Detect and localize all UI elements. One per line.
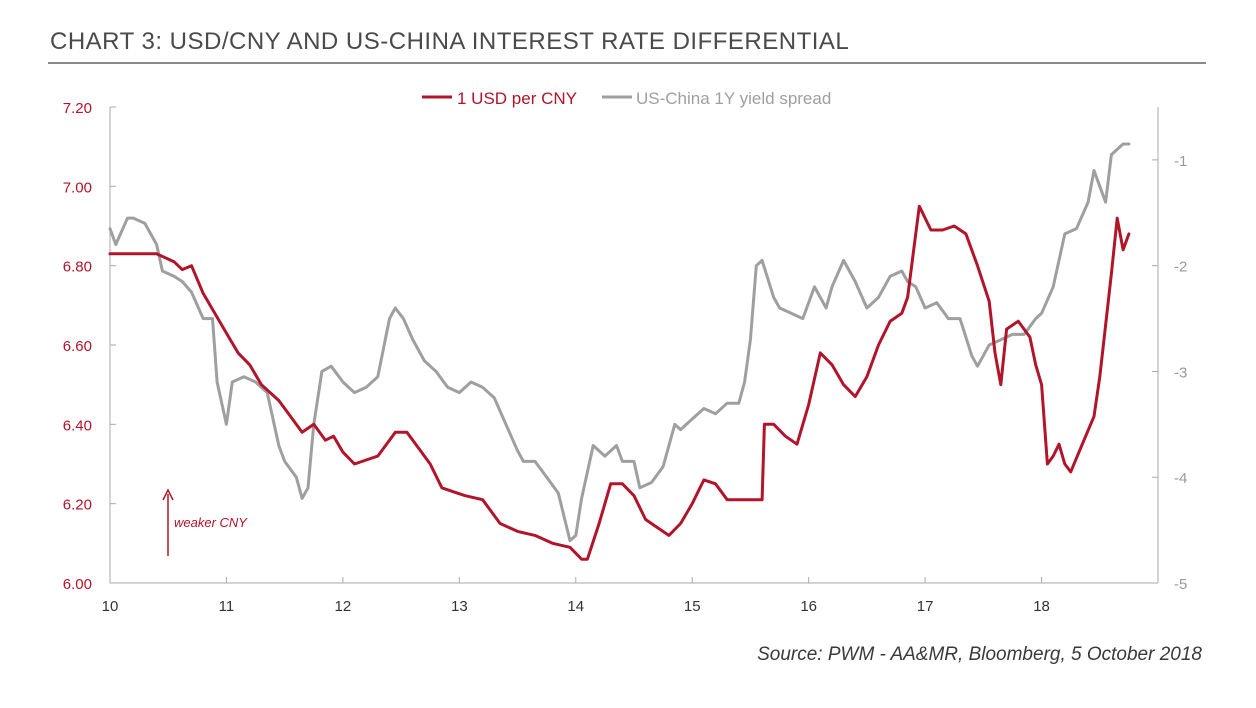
left-tick-label: 6.80 xyxy=(63,259,92,276)
series-line-usdcny xyxy=(108,204,1131,561)
series-layer xyxy=(108,142,1131,561)
title-rule xyxy=(48,62,1206,64)
x-tick-labels: 10 11 12 13 14 15 16 17 18 xyxy=(102,598,1050,615)
chart-title: CHART 3: USD/CNY AND US-CHINA INTEREST R… xyxy=(50,28,850,55)
left-tick-label: 7.00 xyxy=(63,179,92,196)
series-line-spread xyxy=(108,142,1131,543)
right-tick-label: -4 xyxy=(1174,470,1187,487)
right-tick-label: -3 xyxy=(1174,364,1187,381)
left-tick-labels: 7.20 7.00 6.80 6.60 6.40 6.20 6.00 xyxy=(63,100,92,593)
x-tick-label: 13 xyxy=(451,598,468,615)
x-tick-label: 11 xyxy=(219,598,235,615)
legend-label-spread: US-China 1Y yield spread xyxy=(636,89,831,108)
left-tick-label: 6.00 xyxy=(63,576,92,593)
x-tick-label: 14 xyxy=(567,598,584,615)
x-tick-label: 18 xyxy=(1033,598,1050,615)
legend-label-usdcny: 1 USD per CNY xyxy=(457,89,577,108)
weaker-cny-label: weaker CNY xyxy=(174,515,248,530)
left-tick-label: 7.20 xyxy=(63,100,92,117)
right-tick-label: -1 xyxy=(1174,153,1187,170)
axes-group xyxy=(109,106,1159,584)
x-tick-label: 16 xyxy=(800,598,817,615)
left-tick-label: 6.60 xyxy=(63,338,92,355)
legend: 1 USD per CNY US-China 1Y yield spread xyxy=(422,89,831,108)
left-tick-label: 6.40 xyxy=(63,417,92,434)
source-note: Source: PWM - AA&MR, Bloomberg, 5 Octobe… xyxy=(757,644,1202,665)
x-tick-label: 10 xyxy=(102,598,119,615)
right-tick-labels: -1 -2 -3 -4 -5 xyxy=(1174,153,1187,593)
right-tick-label: -5 xyxy=(1174,576,1187,593)
x-tick-label: 12 xyxy=(335,598,352,615)
right-tick-label: -2 xyxy=(1174,259,1187,276)
weaker-cny-annotation: weaker CNY xyxy=(162,488,248,556)
weaker-cny-arrowhead xyxy=(162,488,174,501)
x-tick-label: 15 xyxy=(684,598,701,615)
x-tick-label: 17 xyxy=(917,598,934,615)
left-tick-label: 6.20 xyxy=(63,497,92,514)
